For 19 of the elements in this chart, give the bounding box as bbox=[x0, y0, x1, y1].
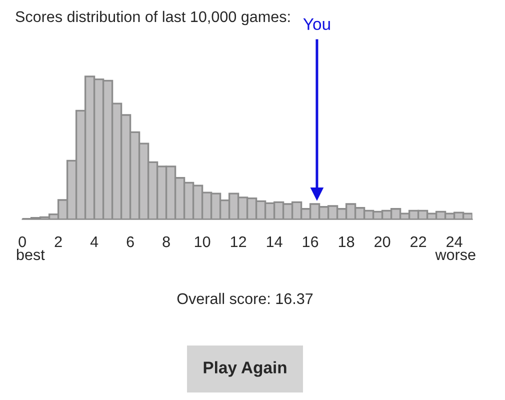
x-tick-label: 16 bbox=[302, 236, 318, 248]
text: best bbox=[16, 248, 45, 260]
x-tick-label: 20 bbox=[374, 236, 390, 248]
x-tick-label: 2 bbox=[54, 236, 62, 248]
text: Play Again bbox=[204, 361, 286, 377]
x-tick-label: 12 bbox=[230, 236, 246, 248]
x-tick-label: 14 bbox=[266, 236, 282, 248]
x-tick-label: 22 bbox=[410, 236, 426, 248]
text: worse bbox=[435, 252, 476, 260]
ref-line-label: You bbox=[303, 18, 330, 30]
x-tick-label: 0 bbox=[18, 236, 26, 248]
x-tick-label: 8 bbox=[162, 236, 170, 248]
x-tick-label: 18 bbox=[338, 236, 354, 248]
text: Overall score: 16.37 bbox=[177, 292, 313, 304]
x-tick-label: 10 bbox=[194, 236, 210, 248]
x-tick-label: 24 bbox=[446, 236, 462, 248]
x-tick-label: 4 bbox=[90, 236, 98, 248]
x-tick-label: 6 bbox=[126, 236, 134, 248]
chart-title: Scores distribution of last 10,000 games: bbox=[16, 10, 290, 26]
